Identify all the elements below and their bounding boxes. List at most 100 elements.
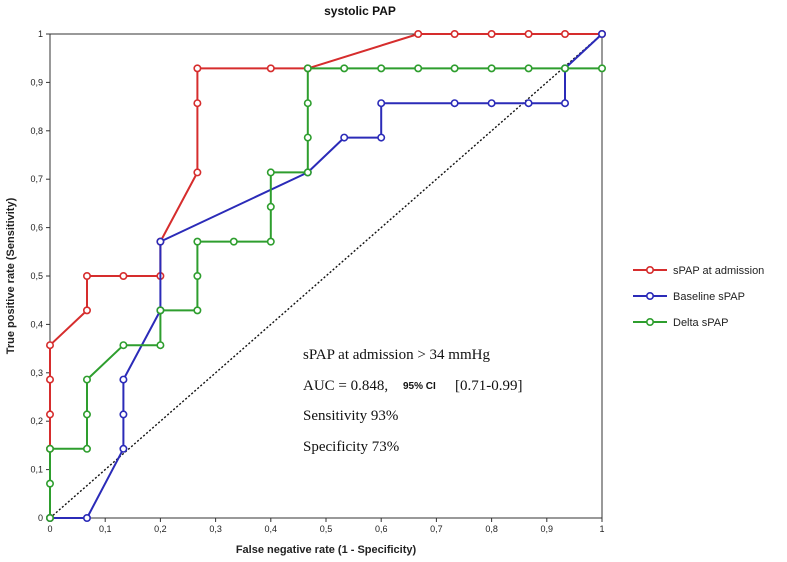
y-tick-label: 0,9 xyxy=(30,77,43,87)
data-point xyxy=(193,306,202,315)
legend-item: Baseline sPAP xyxy=(633,291,745,303)
data-point xyxy=(266,64,275,73)
data-point xyxy=(45,513,54,522)
legend: sPAP at admission Baseline sPAP Delta sPAP xyxy=(633,265,764,329)
data-point xyxy=(266,202,275,211)
data-point xyxy=(45,375,54,384)
data-point xyxy=(82,375,91,384)
data-point xyxy=(487,64,496,73)
data-point xyxy=(45,341,54,350)
y-tick-label: 0,8 xyxy=(30,126,43,136)
x-tick-label: 0,7 xyxy=(430,524,443,534)
legend-swatch-marker xyxy=(645,265,654,274)
data-point xyxy=(82,306,91,315)
data-point xyxy=(119,375,128,384)
y-axis-title: True positive rate (Sensitivity) xyxy=(5,197,17,354)
data-point xyxy=(303,64,312,73)
data-point xyxy=(414,64,423,73)
data-point xyxy=(82,513,91,522)
y-tick-label: 0,5 xyxy=(30,271,43,281)
data-point xyxy=(377,64,386,73)
annotation-auc: AUC = 0.848, xyxy=(303,378,388,394)
data-point xyxy=(561,99,570,108)
data-point xyxy=(156,237,165,246)
x-axis: 0 0,1 0,2 0,3 0,4 0,5 0,6 0,7 0,8 0,9 1 xyxy=(47,518,605,534)
x-tick-label: 0 xyxy=(47,524,52,534)
legend-label: sPAP at admission xyxy=(673,265,764,277)
data-point xyxy=(45,444,54,453)
legend-item: Delta sPAP xyxy=(633,317,728,329)
data-point xyxy=(119,271,128,280)
data-point xyxy=(193,99,202,108)
data-point xyxy=(487,99,496,108)
data-point xyxy=(82,410,91,419)
x-tick-label: 0,6 xyxy=(375,524,388,534)
data-point xyxy=(119,444,128,453)
data-point xyxy=(561,64,570,73)
data-point xyxy=(524,99,533,108)
x-tick-label: 0,5 xyxy=(320,524,333,534)
data-point xyxy=(156,306,165,315)
y-tick-label: 0,2 xyxy=(30,416,43,426)
data-point xyxy=(487,29,496,38)
data-point xyxy=(377,133,386,142)
data-point xyxy=(119,341,128,350)
y-tick-label: 0,1 xyxy=(30,465,43,475)
annotation-threshold: sPAP at admission > 34 mmHg xyxy=(303,347,490,363)
data-point xyxy=(524,64,533,73)
data-point xyxy=(414,29,423,38)
data-point xyxy=(45,410,54,419)
series-layer xyxy=(45,29,606,522)
chart-title: systolic PAP xyxy=(324,4,396,18)
series-delta-spap xyxy=(45,64,606,522)
data-point xyxy=(229,237,238,246)
data-point xyxy=(193,271,202,280)
stats-annotation: sPAP at admission > 34 mmHg AUC = 0.848,… xyxy=(303,347,523,455)
y-tick-label: 0,4 xyxy=(30,319,43,329)
annotation-specificity: Specificity 73% xyxy=(303,439,399,455)
x-tick-label: 0,4 xyxy=(265,524,278,534)
data-point xyxy=(597,29,606,38)
x-tick-label: 0,1 xyxy=(99,524,112,534)
annotation-sensitivity: Sensitivity 93% xyxy=(303,408,398,424)
data-point xyxy=(303,99,312,108)
data-point xyxy=(303,133,312,142)
legend-swatch-marker xyxy=(645,291,654,300)
data-point xyxy=(193,64,202,73)
data-point xyxy=(340,133,349,142)
data-point xyxy=(119,410,128,419)
data-point xyxy=(450,29,459,38)
data-point xyxy=(266,237,275,246)
data-point xyxy=(561,29,570,38)
data-point xyxy=(450,99,459,108)
annotation-ci-label: 95% CI xyxy=(403,381,436,392)
y-tick-label: 1 xyxy=(38,29,43,39)
x-tick-label: 0,9 xyxy=(541,524,554,534)
data-point xyxy=(597,64,606,73)
x-tick-label: 1 xyxy=(599,524,604,534)
legend-label: Baseline sPAP xyxy=(673,291,745,303)
data-point xyxy=(82,444,91,453)
data-point xyxy=(156,341,165,350)
data-point xyxy=(303,168,312,177)
legend-label: Delta sPAP xyxy=(673,317,728,329)
legend-item: sPAP at admission xyxy=(633,265,764,277)
annotation-ci-range: [0.71-0.99] xyxy=(455,378,523,394)
data-point xyxy=(450,64,459,73)
y-tick-label: 0,3 xyxy=(30,368,43,378)
series-line xyxy=(49,67,602,518)
data-point xyxy=(193,237,202,246)
y-tick-label: 0,6 xyxy=(30,223,43,233)
data-point xyxy=(266,168,275,177)
x-axis-title: False negative rate (1 - Specificity) xyxy=(236,544,417,556)
data-point xyxy=(82,271,91,280)
data-point xyxy=(524,29,533,38)
y-tick-label: 0,7 xyxy=(30,174,43,184)
data-point xyxy=(45,479,54,488)
series-spap-at-admission xyxy=(45,29,606,522)
x-tick-label: 0,2 xyxy=(154,524,167,534)
data-point xyxy=(340,64,349,73)
data-point xyxy=(377,99,386,108)
x-tick-label: 0,3 xyxy=(209,524,222,534)
